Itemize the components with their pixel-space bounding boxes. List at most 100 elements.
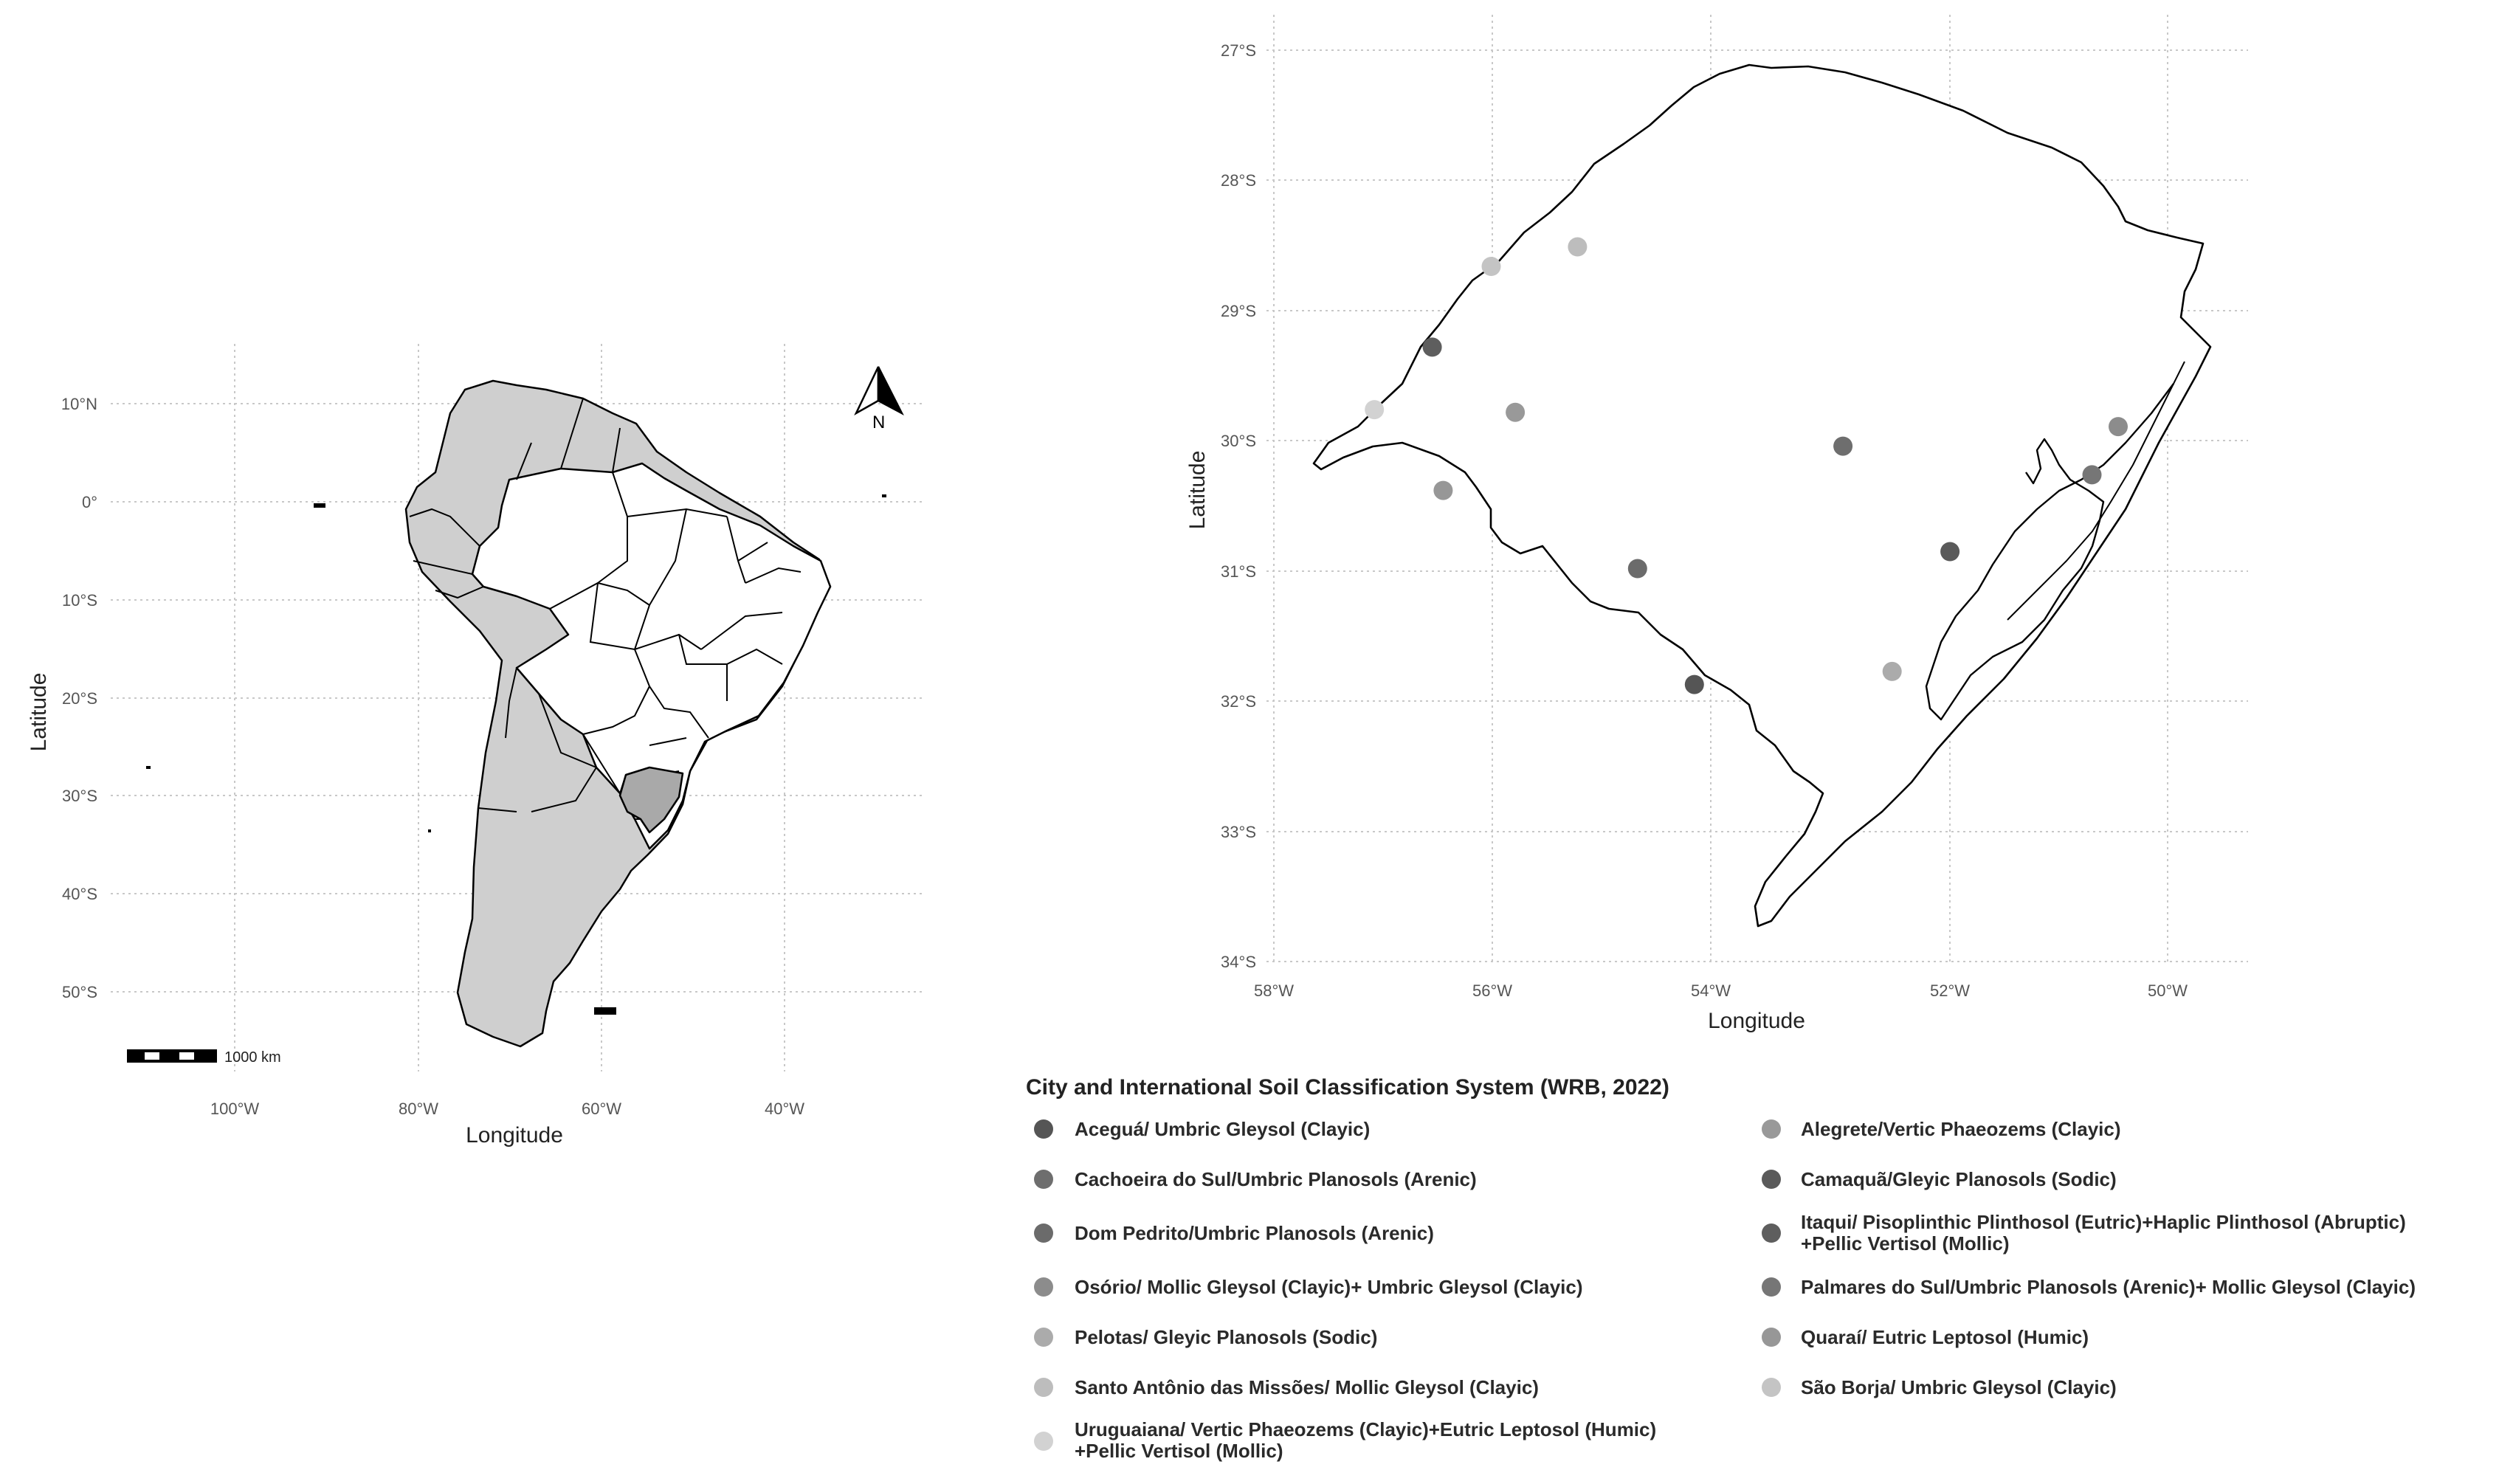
rs-lon-tick-labels: 58°W 56°W 54°W 52°W 50°W (1254, 981, 2188, 1000)
rs-lat-tick-32s: 32°S (1221, 692, 1256, 711)
legend-label: Itaqui/ Pisoplinthic Plinthosol (Eutric)… (1801, 1211, 2406, 1233)
south-america-map: 10°N 0° 10°S 20°S 30°S 40°S 50°S 100°W 8… (27, 344, 923, 1147)
point-sao-borja (1481, 257, 1501, 276)
legend-item-itaqui: Itaqui/ Pisoplinthic Plinthosol (Eutric)… (1762, 1211, 2406, 1255)
legend-swatch (1762, 1277, 1781, 1297)
point-osorio (2109, 417, 2128, 437)
legend: City and International Soil Classificati… (1026, 1075, 2416, 1462)
rs-lon-tick-56w: 56°W (1472, 981, 1512, 1000)
legend-label: Cachoeira do Sul/Umbric Planosols (Areni… (1075, 1168, 1477, 1190)
rs-map: 27°S 28°S 29°S 30°S 31°S 32°S 33°S 34°S … (1185, 15, 2248, 1033)
point-uruguaiana (1365, 400, 1385, 420)
point-pelotas (1882, 661, 1902, 681)
rs-lat-tick-33s: 33°S (1221, 823, 1256, 841)
legend-swatch (1762, 1119, 1781, 1139)
rs-coastal-line (2007, 361, 2185, 621)
point-quarai (1433, 480, 1453, 500)
point-camaqua (1940, 542, 1960, 562)
rs-data-points (1365, 237, 2128, 694)
point-santo-antonio-das-missoes (1568, 237, 1588, 257)
legend-item-camaqua: Camaquã/Gleyic Planosols (Sodic) (1762, 1168, 2117, 1190)
rio-grande-do-sul-highlight (618, 766, 684, 834)
legend-label-line2: +Pellic Vertisol (Mollic) (1801, 1232, 2009, 1255)
rs-lat-tick-34s: 34°S (1221, 953, 1256, 971)
sa-x-axis-title: Longitude (466, 1123, 563, 1147)
rs-x-axis-title: Longitude (1708, 1009, 1805, 1033)
north-arrow-label: N (872, 413, 885, 432)
legend-item-santo-antonio-das-missoes: Santo Antônio das Missões/ Mollic Gleyso… (1034, 1376, 1539, 1398)
point-palmares-do-sul (2082, 465, 2102, 485)
point-dom-pedrito (1627, 559, 1647, 579)
legend-label: Dom Pedrito/Umbric Planosols (Arenic) (1075, 1222, 1434, 1244)
islands (146, 494, 886, 1015)
rs-lon-tick-52w: 52°W (1930, 981, 1970, 1000)
legend-label: Osório/ Mollic Gleysol (Clayic)+ Umbric … (1075, 1276, 1583, 1298)
legend-label: Uruguaiana/ Vertic Phaeozems (Clayic)+Eu… (1075, 1418, 1656, 1440)
point-cachoeira-do-sul (1833, 436, 1853, 456)
legend-label: Santo Antônio das Missões/ Mollic Gleyso… (1075, 1376, 1539, 1398)
legend-swatch (1034, 1378, 1053, 1397)
rs-lat-tick-31s: 31°S (1221, 562, 1256, 581)
legend-swatch (1034, 1277, 1053, 1297)
brazil-state-borders (549, 472, 802, 779)
sa-lat-tick-10n: 10°N (61, 395, 97, 413)
legend-label: Alegrete/Vertic Phaeozems (Clayic) (1801, 1118, 2121, 1140)
country-borders (409, 398, 641, 820)
legend-swatch (1034, 1224, 1053, 1243)
legend-swatch (1034, 1432, 1053, 1451)
rs-state-outline (1312, 63, 2212, 928)
rs-y-axis-title: Latitude (1185, 451, 1210, 530)
rs-lon-tick-54w: 54°W (1691, 981, 1731, 1000)
rs-lon-tick-58w: 58°W (1254, 981, 1294, 1000)
legend-item-sao-borja: São Borja/ Umbric Gleysol (Clayic) (1762, 1376, 2117, 1398)
legend-label: Quaraí/ Eutric Leptosol (Humic) (1801, 1326, 2089, 1348)
sa-lon-tick-40w: 40°W (765, 1100, 804, 1118)
legend-swatch (1034, 1328, 1053, 1347)
legend-item-dom-pedrito: Dom Pedrito/Umbric Planosols (Arenic) (1034, 1222, 1434, 1244)
sa-lat-tick-30s: 30°S (62, 787, 97, 805)
sa-lon-tick-100w: 100°W (210, 1100, 260, 1118)
sa-lat-tick-0: 0° (82, 493, 97, 511)
scale-bar: 1000 km (127, 1049, 281, 1066)
sa-lat-tick-40s: 40°S (62, 885, 97, 903)
rs-lagoon-shoreline (1925, 383, 2174, 721)
rs-lat-tick-27s: 27°S (1221, 41, 1256, 60)
sa-lon-tick-60w: 60°W (582, 1100, 621, 1118)
legend-swatch (1762, 1328, 1781, 1347)
rs-lat-tick-labels: 27°S 28°S 29°S 30°S 31°S 32°S 33°S 34°S (1221, 41, 1256, 971)
legend-label: São Borja/ Umbric Gleysol (Clayic) (1801, 1376, 2117, 1398)
legend-item-alegrete: Alegrete/Vertic Phaeozems (Clayic) (1762, 1118, 2121, 1140)
legend-swatch (1762, 1378, 1781, 1397)
legend-item-cachoeira-do-sul: Cachoeira do Sul/Umbric Planosols (Areni… (1034, 1168, 1477, 1190)
legend-item-acegua: Aceguá/ Umbric Gleysol (Clayic) (1034, 1118, 1370, 1140)
legend-label: Pelotas/ Gleyic Planosols (Sodic) (1075, 1326, 1377, 1348)
legend-swatch (1762, 1170, 1781, 1189)
legend-item-quarai: Quaraí/ Eutric Leptosol (Humic) (1762, 1326, 2089, 1348)
legend-item-pelotas: Pelotas/ Gleyic Planosols (Sodic) (1034, 1326, 1377, 1348)
rs-lat-tick-28s: 28°S (1221, 171, 1256, 190)
rs-lon-tick-50w: 50°W (2148, 981, 2188, 1000)
north-arrow-icon: N (854, 366, 904, 432)
legend-swatch (1034, 1170, 1053, 1189)
sa-y-axis-title: Latitude (27, 673, 51, 752)
scale-bar-label: 1000 km (224, 1049, 281, 1066)
legend-swatch (1762, 1224, 1781, 1243)
legend-label: Palmares do Sul/Umbric Planosols (Arenic… (1801, 1276, 2416, 1298)
point-alegrete (1506, 402, 1526, 422)
legend-label-line2: +Pellic Vertisol (Mollic) (1075, 1440, 1283, 1462)
legend-label: Camaquã/Gleyic Planosols (Sodic) (1801, 1168, 2117, 1190)
sa-lat-tick-50s: 50°S (62, 983, 97, 1001)
legend-title: City and International Soil Classificati… (1026, 1075, 1669, 1100)
sa-lat-tick-20s: 20°S (62, 689, 97, 708)
legend-item-osorio: Osório/ Mollic Gleysol (Clayic)+ Umbric … (1034, 1276, 1583, 1298)
sa-lat-tick-labels: 10°N 0° 10°S 20°S 30°S 40°S 50°S (61, 395, 97, 1001)
legend-label: Aceguá/ Umbric Gleysol (Clayic) (1075, 1118, 1370, 1140)
sa-lon-tick-80w: 80°W (399, 1100, 438, 1118)
point-acegua (1684, 674, 1704, 694)
legend-item-palmares-do-sul: Palmares do Sul/Umbric Planosols (Arenic… (1762, 1276, 2416, 1298)
rs-lat-tick-29s: 29°S (1221, 302, 1256, 320)
rs-lat-tick-30s: 30°S (1221, 432, 1256, 450)
point-itaqui (1422, 337, 1442, 357)
legend-swatch (1034, 1119, 1053, 1139)
